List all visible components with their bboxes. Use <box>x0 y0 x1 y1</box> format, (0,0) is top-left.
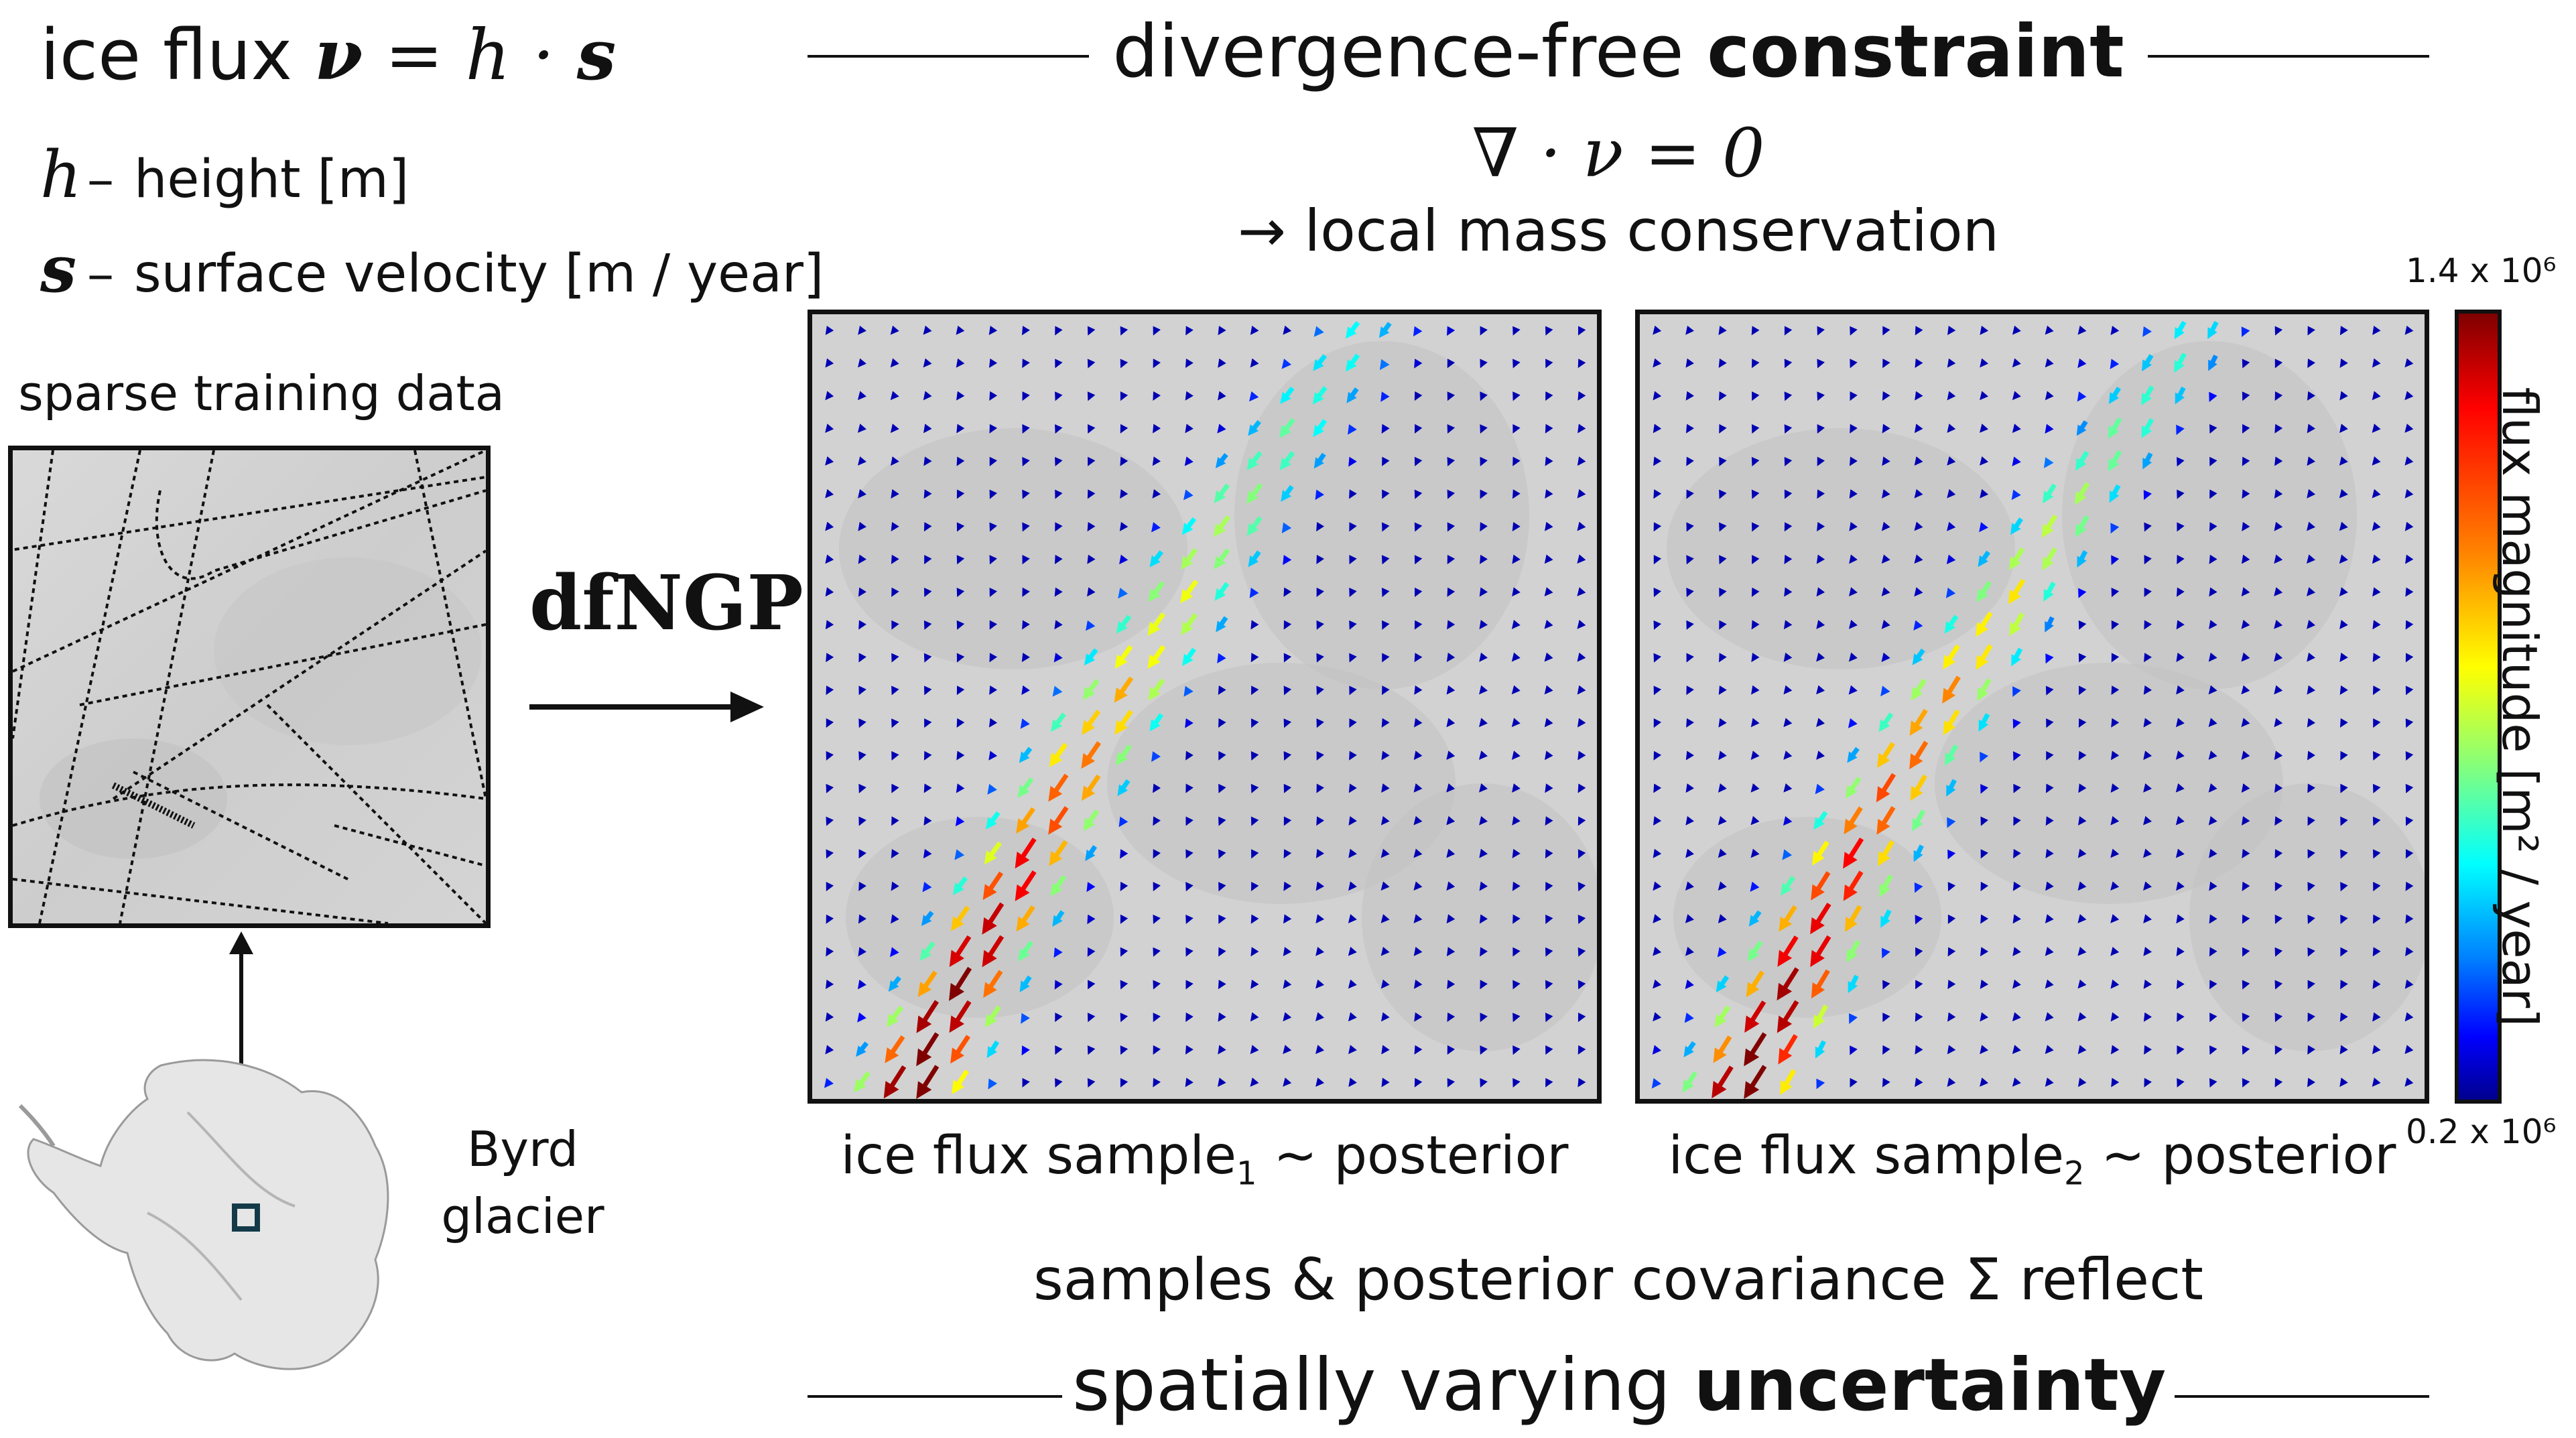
right-arrow <box>529 692 764 722</box>
sample-caption-2: ice flux sample2 ~ posterior <box>1635 1126 2429 1193</box>
legend-velocity-text: surface velocity [m / year] <box>134 244 824 304</box>
colorbar-axis-label: flux magnitude [m² / year] <box>2492 387 2548 1027</box>
sample-caption-2-subscript: 2 <box>2063 1155 2085 1193</box>
footer-rule-left <box>808 1395 1062 1398</box>
antarctica-map <box>18 1059 389 1370</box>
footer-rule-right <box>2175 1395 2429 1398</box>
ice-flux-label: ice flux <box>40 14 293 96</box>
training-data-label: sparse training data <box>18 365 505 421</box>
legend-height-symbol: h <box>40 137 82 212</box>
velocity-symbol: s <box>576 13 617 96</box>
dot-operator: · <box>510 14 577 96</box>
constraint-title-normal: divergence-free <box>1112 10 1708 94</box>
glacier-label: Byrd glacier <box>409 1116 637 1250</box>
constraint-title: divergence-free constraint <box>1099 10 2138 94</box>
method-label: dfNGP <box>529 560 803 647</box>
divergence-equation: ∇ · ν = 0 <box>1472 114 1765 192</box>
colorbar-max-label: 1.4 x 10⁶ <box>2406 251 2557 290</box>
sample-caption-1-subscript: 1 <box>1236 1155 1257 1193</box>
footer-line1: samples & posterior covariance Σ reflect <box>1033 1246 2204 1313</box>
legend-velocity-symbol: s <box>40 231 77 307</box>
sample-caption-2-suffix: ~ posterior <box>2084 1126 2396 1186</box>
flux-field-1 <box>812 314 1597 1099</box>
legend-velocity-dash: – <box>87 242 114 304</box>
height-symbol: h <box>465 14 511 96</box>
sample-caption-1-suffix: ~ posterior <box>1257 1126 1569 1186</box>
equals-sign: = <box>363 14 466 96</box>
ice-flux-equation: ice flux ν = h · s <box>40 13 616 96</box>
legend-height: h – height [m] <box>40 137 409 212</box>
sample-caption-1: ice flux sample1 ~ posterior <box>808 1126 1602 1193</box>
mass-conservation-label: → local mass conservation <box>1237 198 2000 265</box>
flux-symbol: ν <box>314 13 363 96</box>
sample-panel-2 <box>1635 310 2429 1104</box>
footer-line2-normal: spatially varying <box>1072 1344 1694 1427</box>
glacier-label-line1: Byrd <box>466 1121 579 1177</box>
sample-panel-1 <box>808 310 1602 1104</box>
legend-velocity: s – surface velocity [m / year] <box>40 231 824 307</box>
byrd-location-marker <box>232 1203 260 1232</box>
sample-caption-1-prefix: ice flux sample <box>840 1126 1236 1186</box>
glacier-label-line2: glacier <box>441 1188 604 1244</box>
constraint-title-bold: constraint <box>1707 10 2124 94</box>
footer-line2-bold: uncertainty <box>1693 1344 2167 1427</box>
footer-line2: spatially varying uncertainty <box>1072 1344 2167 1427</box>
header-rule-right <box>2148 55 2429 58</box>
legend-height-text: height [m] <box>134 149 409 210</box>
header-rule-left <box>808 55 1089 58</box>
legend-height-dash: – <box>87 147 114 210</box>
training-data-panel <box>8 446 491 928</box>
flux-field-2 <box>1640 314 2425 1099</box>
colorbar <box>2455 310 2502 1104</box>
sample-caption-2-prefix: ice flux sample <box>1668 1126 2064 1186</box>
colorbar-min-label: 0.2 x 10⁶ <box>2406 1112 2557 1151</box>
training-data-plot <box>13 450 486 923</box>
